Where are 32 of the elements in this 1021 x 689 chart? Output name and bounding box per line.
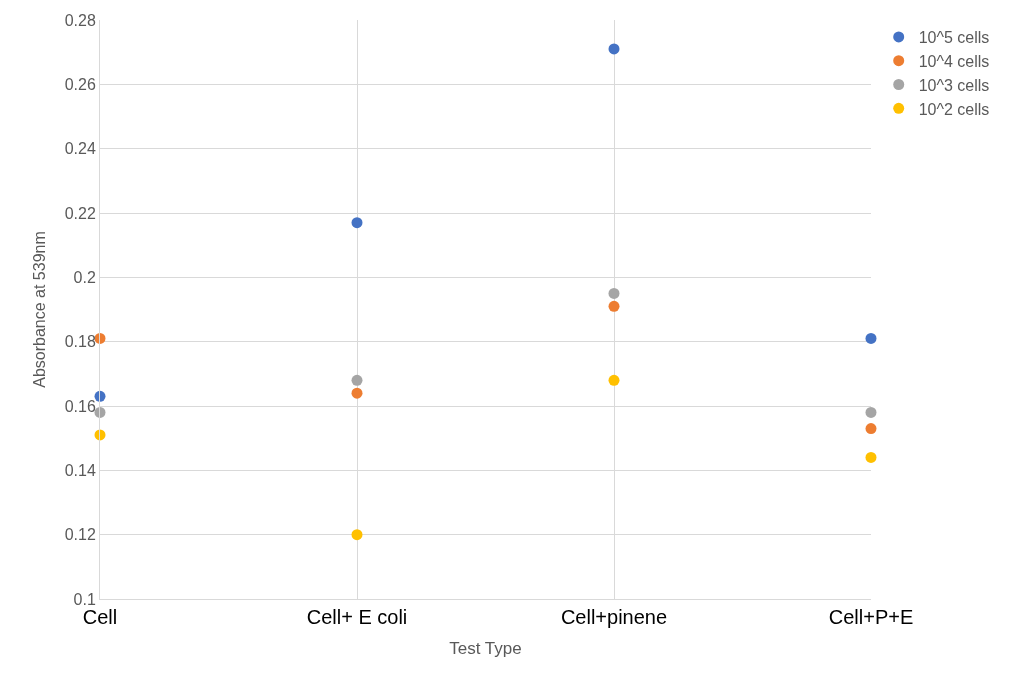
y-tick-label: 0.14 [64, 461, 96, 479]
point [351, 217, 363, 229]
point [865, 423, 877, 435]
x-tick-label: Cell+pinene [560, 606, 668, 628]
x-axis-title: Test Type [449, 639, 522, 659]
y-tick-label: 0.18 [64, 333, 96, 351]
legend-label: 10^3 cells [918, 76, 990, 94]
point [865, 332, 877, 344]
y-tick-label: 0.26 [64, 75, 96, 93]
legend-label: 10^2 cells [918, 100, 990, 118]
point [608, 374, 620, 386]
x-tick-label: Cell+P+E [828, 606, 914, 628]
y-tick-label: 0.28 [64, 11, 96, 29]
y-tick-label: 0.1 [73, 590, 96, 608]
x-tick-label: Cell+ E coli [306, 606, 408, 628]
y-axis-title: Absorbance at 539nm [30, 231, 48, 388]
point [608, 300, 620, 312]
point [608, 43, 620, 55]
legend-label: 10^4 cells [918, 52, 990, 70]
y-tick-label: 0.22 [64, 204, 96, 222]
point [351, 529, 363, 541]
point [608, 287, 620, 299]
point [351, 387, 363, 399]
legend-label: 10^5 cells [918, 29, 990, 47]
y-tick-label: 0.12 [64, 526, 96, 544]
x-tick-label: Cell [82, 606, 118, 628]
point [865, 451, 877, 463]
y-tick-label: 0.2 [73, 268, 96, 286]
point [351, 374, 363, 386]
y-tick-label: 0.24 [64, 140, 96, 158]
y-tick-label: 0.16 [64, 397, 96, 415]
point [865, 406, 877, 418]
